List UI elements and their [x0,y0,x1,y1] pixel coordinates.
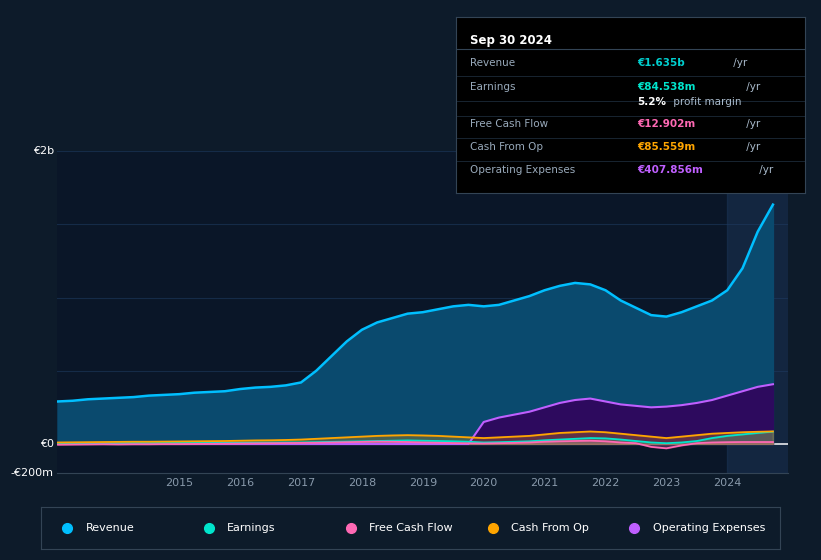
Text: Free Cash Flow: Free Cash Flow [369,523,452,533]
Text: €2b: €2b [33,146,54,156]
Text: €407.856m: €407.856m [637,165,703,175]
Text: /yr: /yr [756,165,773,175]
Bar [727,151,794,473]
Text: Operating Expenses: Operating Expenses [470,165,575,175]
Text: Revenue: Revenue [85,523,134,533]
Text: Earnings: Earnings [470,82,515,92]
Text: €85.559m: €85.559m [637,142,695,152]
Text: profit margin: profit margin [670,97,741,108]
Text: €1.635b: €1.635b [637,58,685,68]
Text: Operating Expenses: Operating Expenses [653,523,765,533]
Text: /yr: /yr [743,142,760,152]
Text: Earnings: Earnings [227,523,276,533]
Text: Free Cash Flow: Free Cash Flow [470,119,548,129]
Text: Revenue: Revenue [470,58,515,68]
Text: /yr: /yr [743,82,760,92]
Text: €84.538m: €84.538m [637,82,695,92]
Text: Cash From Op: Cash From Op [470,142,543,152]
Text: €12.902m: €12.902m [637,119,695,129]
Text: Sep 30 2024: Sep 30 2024 [470,35,552,48]
Text: -€200m: -€200m [11,468,54,478]
Text: 5.2%: 5.2% [637,97,666,108]
Text: /yr: /yr [743,119,760,129]
Text: Cash From Op: Cash From Op [511,523,589,533]
Text: €0: €0 [39,439,54,449]
Text: /yr: /yr [730,58,747,68]
